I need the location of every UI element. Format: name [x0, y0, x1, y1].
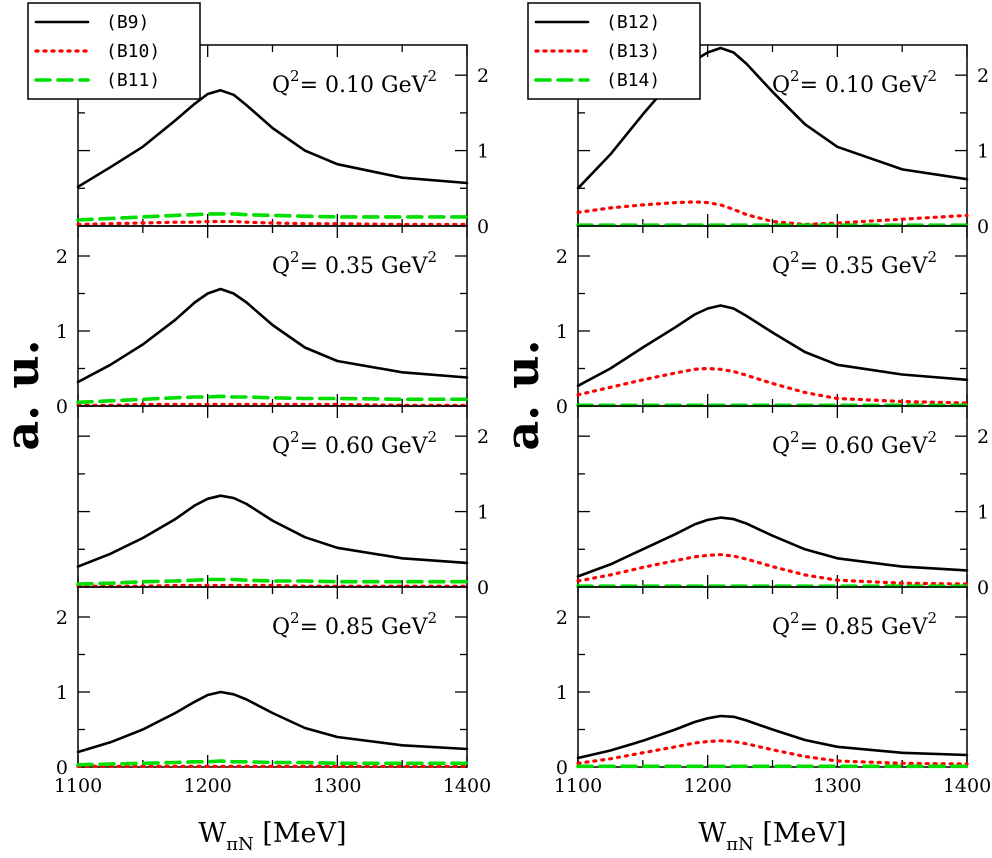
x-tick-label: 1100 — [554, 775, 602, 797]
panel-frame — [77, 586, 468, 768]
q2-label: Q2= 0.35 GeV2 — [272, 248, 437, 279]
y-tick-label: 1 — [556, 321, 568, 343]
series-line-b12 — [576, 516, 969, 578]
x-tick-label: 1200 — [183, 775, 231, 797]
q2-label: Q2= 0.35 GeV2 — [772, 248, 937, 279]
y-tick-label: 1 — [56, 682, 68, 704]
legend-label: (B11) — [106, 70, 160, 91]
q2-label: Q2= 0.10 GeV2 — [772, 67, 937, 98]
panel-frame — [577, 586, 968, 768]
y-tick-label: 2 — [977, 426, 989, 448]
series-line-b12 — [576, 714, 969, 760]
series-line-b9 — [76, 89, 469, 189]
legend-label: (B13) — [606, 41, 660, 62]
y-tick-label: 2 — [477, 426, 489, 448]
legend-label: (B9) — [106, 12, 149, 33]
y-tick-label: 0 — [56, 757, 68, 779]
y-tick-label: 1 — [556, 682, 568, 704]
series-line-b10 — [76, 402, 469, 407]
y-tick-label: 1 — [477, 141, 489, 163]
series-line-b11 — [76, 759, 469, 767]
y-tick-label: 0 — [977, 577, 989, 599]
y-tick-label: 0 — [556, 757, 568, 779]
legend-label: (B14) — [606, 70, 660, 91]
q2-label: Q2= 0.60 GeV2 — [772, 428, 937, 459]
series-line-b10 — [76, 583, 469, 588]
panel-frame — [77, 225, 468, 407]
legend-box — [527, 2, 701, 100]
legend-label: (B12) — [606, 12, 660, 33]
series-line-b9 — [76, 690, 469, 754]
y-tick-label: 2 — [56, 246, 68, 268]
panel-frame — [577, 225, 968, 407]
y-tick-label: 0 — [477, 216, 489, 238]
series-line-b12 — [576, 304, 969, 388]
y-tick-label: 1 — [977, 502, 989, 524]
y-tick-label: 0 — [556, 396, 568, 418]
series-line-b13 — [576, 552, 969, 586]
x-tick-label: 1400 — [943, 775, 991, 797]
x-tick-label: 1100 — [54, 775, 102, 797]
y-tick-label: 2 — [977, 65, 989, 87]
series-line-b11 — [76, 394, 469, 405]
series-line-b10 — [76, 219, 469, 227]
y-tick-label: 1 — [477, 502, 489, 524]
series-line-b13 — [576, 739, 969, 766]
x-tick-label: 1300 — [813, 775, 861, 797]
y-tick-label: 2 — [477, 65, 489, 87]
series-line-b13 — [576, 200, 969, 227]
series-line-b11 — [76, 212, 469, 222]
series-line-b12 — [576, 46, 969, 190]
x-axis-title: WπN [MeV] — [698, 818, 846, 853]
y-tick-label: 1 — [56, 321, 68, 343]
q2-label: Q2= 0.60 GeV2 — [272, 428, 437, 459]
q2-label: Q2= 0.85 GeV2 — [772, 609, 937, 640]
series-line-b9 — [76, 287, 469, 384]
legend-label: (B10) — [106, 41, 160, 62]
y-tick-label: 2 — [556, 246, 568, 268]
series-line-b9 — [76, 494, 469, 568]
y-tick-label: 0 — [477, 577, 489, 599]
y-axis-title: a. u. — [0, 339, 49, 450]
y-tick-label: 2 — [556, 607, 568, 629]
q2-label: Q2= 0.85 GeV2 — [272, 609, 437, 640]
x-tick-label: 1300 — [313, 775, 361, 797]
x-axis-title: WπN [MeV] — [198, 818, 346, 853]
x-tick-label: 1400 — [443, 775, 491, 797]
q2-label: Q2= 0.10 GeV2 — [272, 67, 437, 98]
y-tick-label: 2 — [56, 607, 68, 629]
y-axis-title: a. u. — [495, 339, 549, 450]
y-tick-label: 0 — [56, 396, 68, 418]
x-tick-label: 1200 — [683, 775, 731, 797]
y-tick-label: 1 — [977, 141, 989, 163]
y-tick-label: 0 — [977, 216, 989, 238]
series-line-b11 — [76, 577, 469, 586]
series-line-b13 — [576, 366, 969, 405]
legend-box — [27, 2, 201, 100]
